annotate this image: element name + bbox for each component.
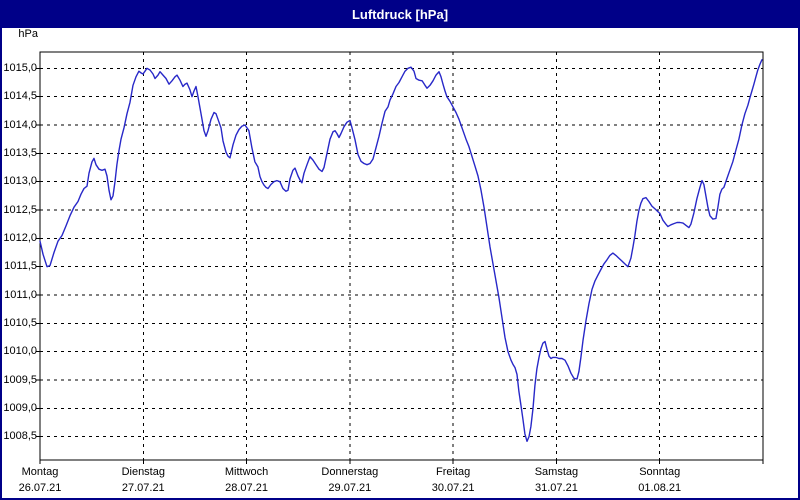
- title-bar: Luftdruck [hPa]: [2, 2, 798, 28]
- pressure-curve: [39, 59, 763, 442]
- plot-area: [36, 51, 764, 464]
- day-date-label: 31.07.21: [535, 482, 578, 494]
- day-name-label: Freitag: [436, 466, 471, 478]
- chart-canvas: hPa 1015,0 1014,5 1014,0 1013,5 1013,0 1012,5…: [2, 28, 798, 498]
- y-tick-label: 1013,5: [3, 147, 37, 159]
- y-tick-label: 1009,5: [3, 374, 37, 386]
- day-name-label: Sonntag: [639, 466, 681, 478]
- chart-title: Luftdruck [hPa]: [351, 7, 449, 22]
- day-date-label: 30.07.21: [431, 482, 475, 494]
- day-date-label: 27.07.21: [121, 482, 165, 494]
- day-name-label: Mittwoch: [224, 466, 269, 478]
- y-tick-label: 1008,5: [3, 430, 37, 442]
- y-tick-label: 1011,5: [4, 260, 37, 272]
- y-axis-unit-label: hPa: [18, 28, 38, 40]
- day-name-label: Montag: [21, 466, 59, 478]
- plot-border: [39, 51, 764, 461]
- y-tick-label: 1013,0: [3, 175, 37, 187]
- day-date-label: 26.07.21: [18, 482, 62, 494]
- y-tick-label: 1012,5: [3, 204, 37, 216]
- day-date-label: 01.08.21: [638, 482, 682, 494]
- y-tick-label: 1011,0: [4, 289, 37, 301]
- day-name-label: Samstag: [534, 466, 579, 478]
- y-tick-label: 1010,5: [3, 317, 37, 329]
- y-tick-label: 1014,5: [3, 90, 37, 102]
- y-tick-label: 1014,0: [3, 119, 37, 131]
- y-tick-label: 1009,0: [3, 402, 37, 414]
- day-name-label: Dienstag: [121, 466, 165, 478]
- day-name-label: Donnerstag: [321, 466, 379, 478]
- day-date-label: 28.07.21: [225, 482, 268, 494]
- day-date-label: 29.07.21: [328, 482, 372, 494]
- y-tick-label: 1015,0: [3, 62, 37, 74]
- y-tick-label: 1010,0: [3, 345, 37, 357]
- y-tick-label: 1012,0: [3, 232, 37, 244]
